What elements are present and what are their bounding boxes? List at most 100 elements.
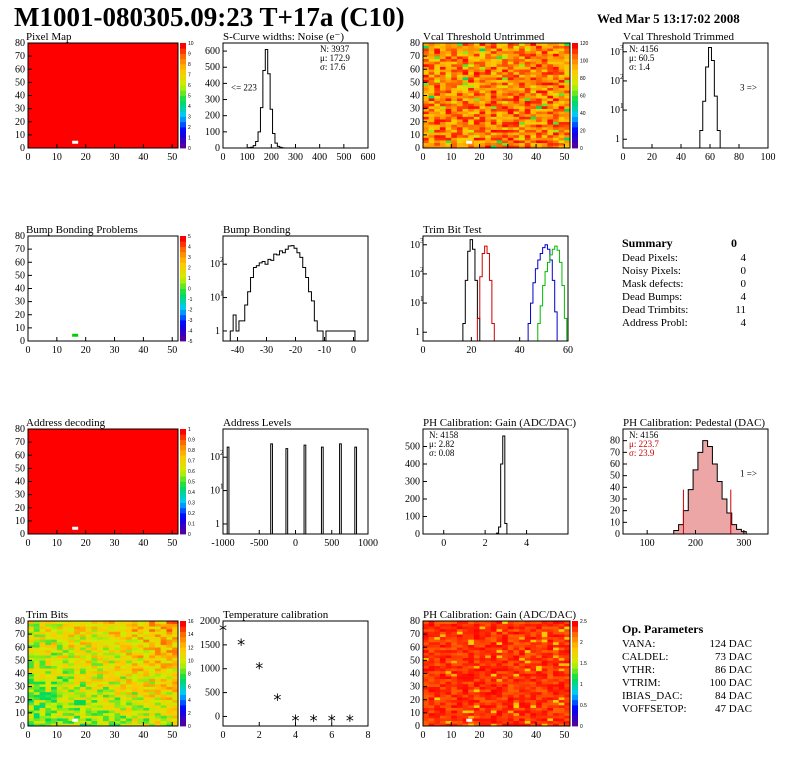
heatmap-cell bbox=[524, 43, 531, 46]
heatmap-cell bbox=[28, 715, 35, 719]
heatmap-cell bbox=[456, 58, 463, 62]
heatmap-cell bbox=[485, 92, 492, 96]
heatmap-cell bbox=[154, 715, 161, 719]
heatmap-cell bbox=[496, 79, 503, 83]
heatmap-cell bbox=[536, 705, 543, 708]
heatmap-cell bbox=[507, 56, 514, 60]
heatmap-cell bbox=[103, 694, 110, 698]
heatmap-cell bbox=[558, 71, 565, 75]
x-tick-label: 30 bbox=[110, 538, 120, 549]
heatmap-cell bbox=[33, 686, 40, 690]
heatmap-cell bbox=[33, 694, 40, 698]
heatmap-cell bbox=[541, 119, 548, 123]
heatmap-cell bbox=[524, 56, 531, 60]
heatmap-cell bbox=[39, 623, 46, 627]
heatmap-cell bbox=[160, 715, 167, 719]
heatmap-cell bbox=[513, 697, 520, 701]
heatmap-cell bbox=[79, 623, 86, 627]
heatmap-cell bbox=[103, 642, 110, 645]
heatmap-cell bbox=[536, 90, 543, 94]
heatmap-cell bbox=[547, 61, 554, 65]
heatmap-cell bbox=[553, 686, 559, 690]
heatmap-cell bbox=[558, 69, 565, 73]
heatmap-cell bbox=[445, 108, 452, 112]
heatmap-cell bbox=[564, 142, 571, 146]
heatmap-cell bbox=[530, 103, 537, 107]
heatmap-cell bbox=[462, 681, 469, 685]
heatmap-cell bbox=[473, 77, 480, 81]
heatmap-cell bbox=[479, 694, 486, 698]
heatmap-cell bbox=[496, 119, 503, 123]
heatmap-cell bbox=[524, 132, 531, 136]
heatmap-cell bbox=[434, 77, 441, 81]
x-tick-label: 0 bbox=[621, 152, 626, 163]
heatmap-cell bbox=[428, 642, 435, 645]
heatmap-cell bbox=[428, 85, 435, 88]
heatmap-cell bbox=[172, 705, 179, 708]
heatmap-cell bbox=[423, 113, 429, 117]
heatmap-cell bbox=[530, 710, 537, 714]
heatmap-cell bbox=[524, 100, 531, 104]
heatmap-cell bbox=[530, 663, 537, 666]
heatmap-cell bbox=[553, 715, 559, 719]
heatmap-cell bbox=[507, 87, 514, 91]
heatmap-cell bbox=[79, 676, 86, 680]
heatmap-cell bbox=[97, 647, 104, 651]
heatmap-cell bbox=[490, 715, 497, 719]
heatmap-cell bbox=[456, 691, 463, 695]
heatmap-cell bbox=[439, 655, 446, 659]
heatmap-cell bbox=[428, 644, 435, 648]
heatmap-cell bbox=[490, 665, 497, 669]
heatmap-cell bbox=[97, 665, 104, 669]
heatmap-cell bbox=[524, 140, 531, 144]
heatmap-cell bbox=[479, 127, 486, 130]
x-tick-label: -40 bbox=[231, 345, 244, 356]
heatmap-cell bbox=[502, 642, 509, 645]
heatmap-cell bbox=[51, 660, 58, 664]
heatmap-cell bbox=[160, 712, 167, 716]
heatmap-cell bbox=[507, 642, 514, 645]
color-scale-band bbox=[572, 43, 578, 49]
heatmap-cell bbox=[502, 676, 509, 680]
color-scale-label: 0.5 bbox=[188, 480, 195, 486]
y-tick-label: 10 bbox=[210, 293, 220, 304]
heatmap-cell bbox=[137, 642, 144, 645]
heatmap-cell bbox=[513, 644, 520, 648]
heatmap-cell bbox=[553, 712, 559, 716]
color-scale-label: 14 bbox=[188, 632, 194, 638]
heatmap-cell bbox=[519, 74, 526, 78]
heatmap-cell bbox=[74, 657, 81, 661]
heatmap-spot bbox=[72, 526, 79, 530]
heatmap-cell bbox=[553, 626, 559, 630]
color-scale-band bbox=[572, 69, 578, 75]
heatmap-cell bbox=[462, 718, 469, 722]
heatmap-cell bbox=[74, 668, 81, 672]
heatmap-cell bbox=[502, 103, 509, 107]
heatmap-cell bbox=[502, 694, 509, 698]
heatmap-cell bbox=[558, 715, 565, 719]
heatmap-cell bbox=[91, 707, 98, 711]
heatmap-cell bbox=[97, 718, 104, 722]
heatmap-cell bbox=[423, 634, 429, 638]
heatmap-cell bbox=[120, 639, 127, 643]
heatmap-cell bbox=[507, 71, 514, 75]
ph-gain-map: PH Calibration: Gain (ADC/DAC)00.511.522… bbox=[410, 609, 587, 741]
heatmap-cell bbox=[423, 140, 429, 144]
heatmap-cell bbox=[536, 715, 543, 719]
color-scale-band bbox=[572, 710, 578, 716]
heatmap-cell bbox=[445, 90, 452, 94]
heatmap-cell bbox=[564, 681, 571, 685]
heatmap-cell bbox=[473, 108, 480, 112]
heatmap-cell bbox=[468, 134, 475, 138]
heatmap-cell bbox=[120, 642, 127, 645]
heatmap-cell bbox=[541, 127, 548, 130]
heatmap-cell bbox=[108, 718, 115, 722]
heatmap-cell bbox=[160, 718, 167, 722]
heatmap-cell bbox=[553, 108, 559, 112]
op_params-label: VTRIM: bbox=[622, 677, 661, 689]
color-scale-band bbox=[180, 257, 186, 263]
heatmap-cell bbox=[473, 626, 480, 630]
heatmap-cell bbox=[423, 58, 429, 62]
heatmap-cell bbox=[131, 694, 138, 698]
